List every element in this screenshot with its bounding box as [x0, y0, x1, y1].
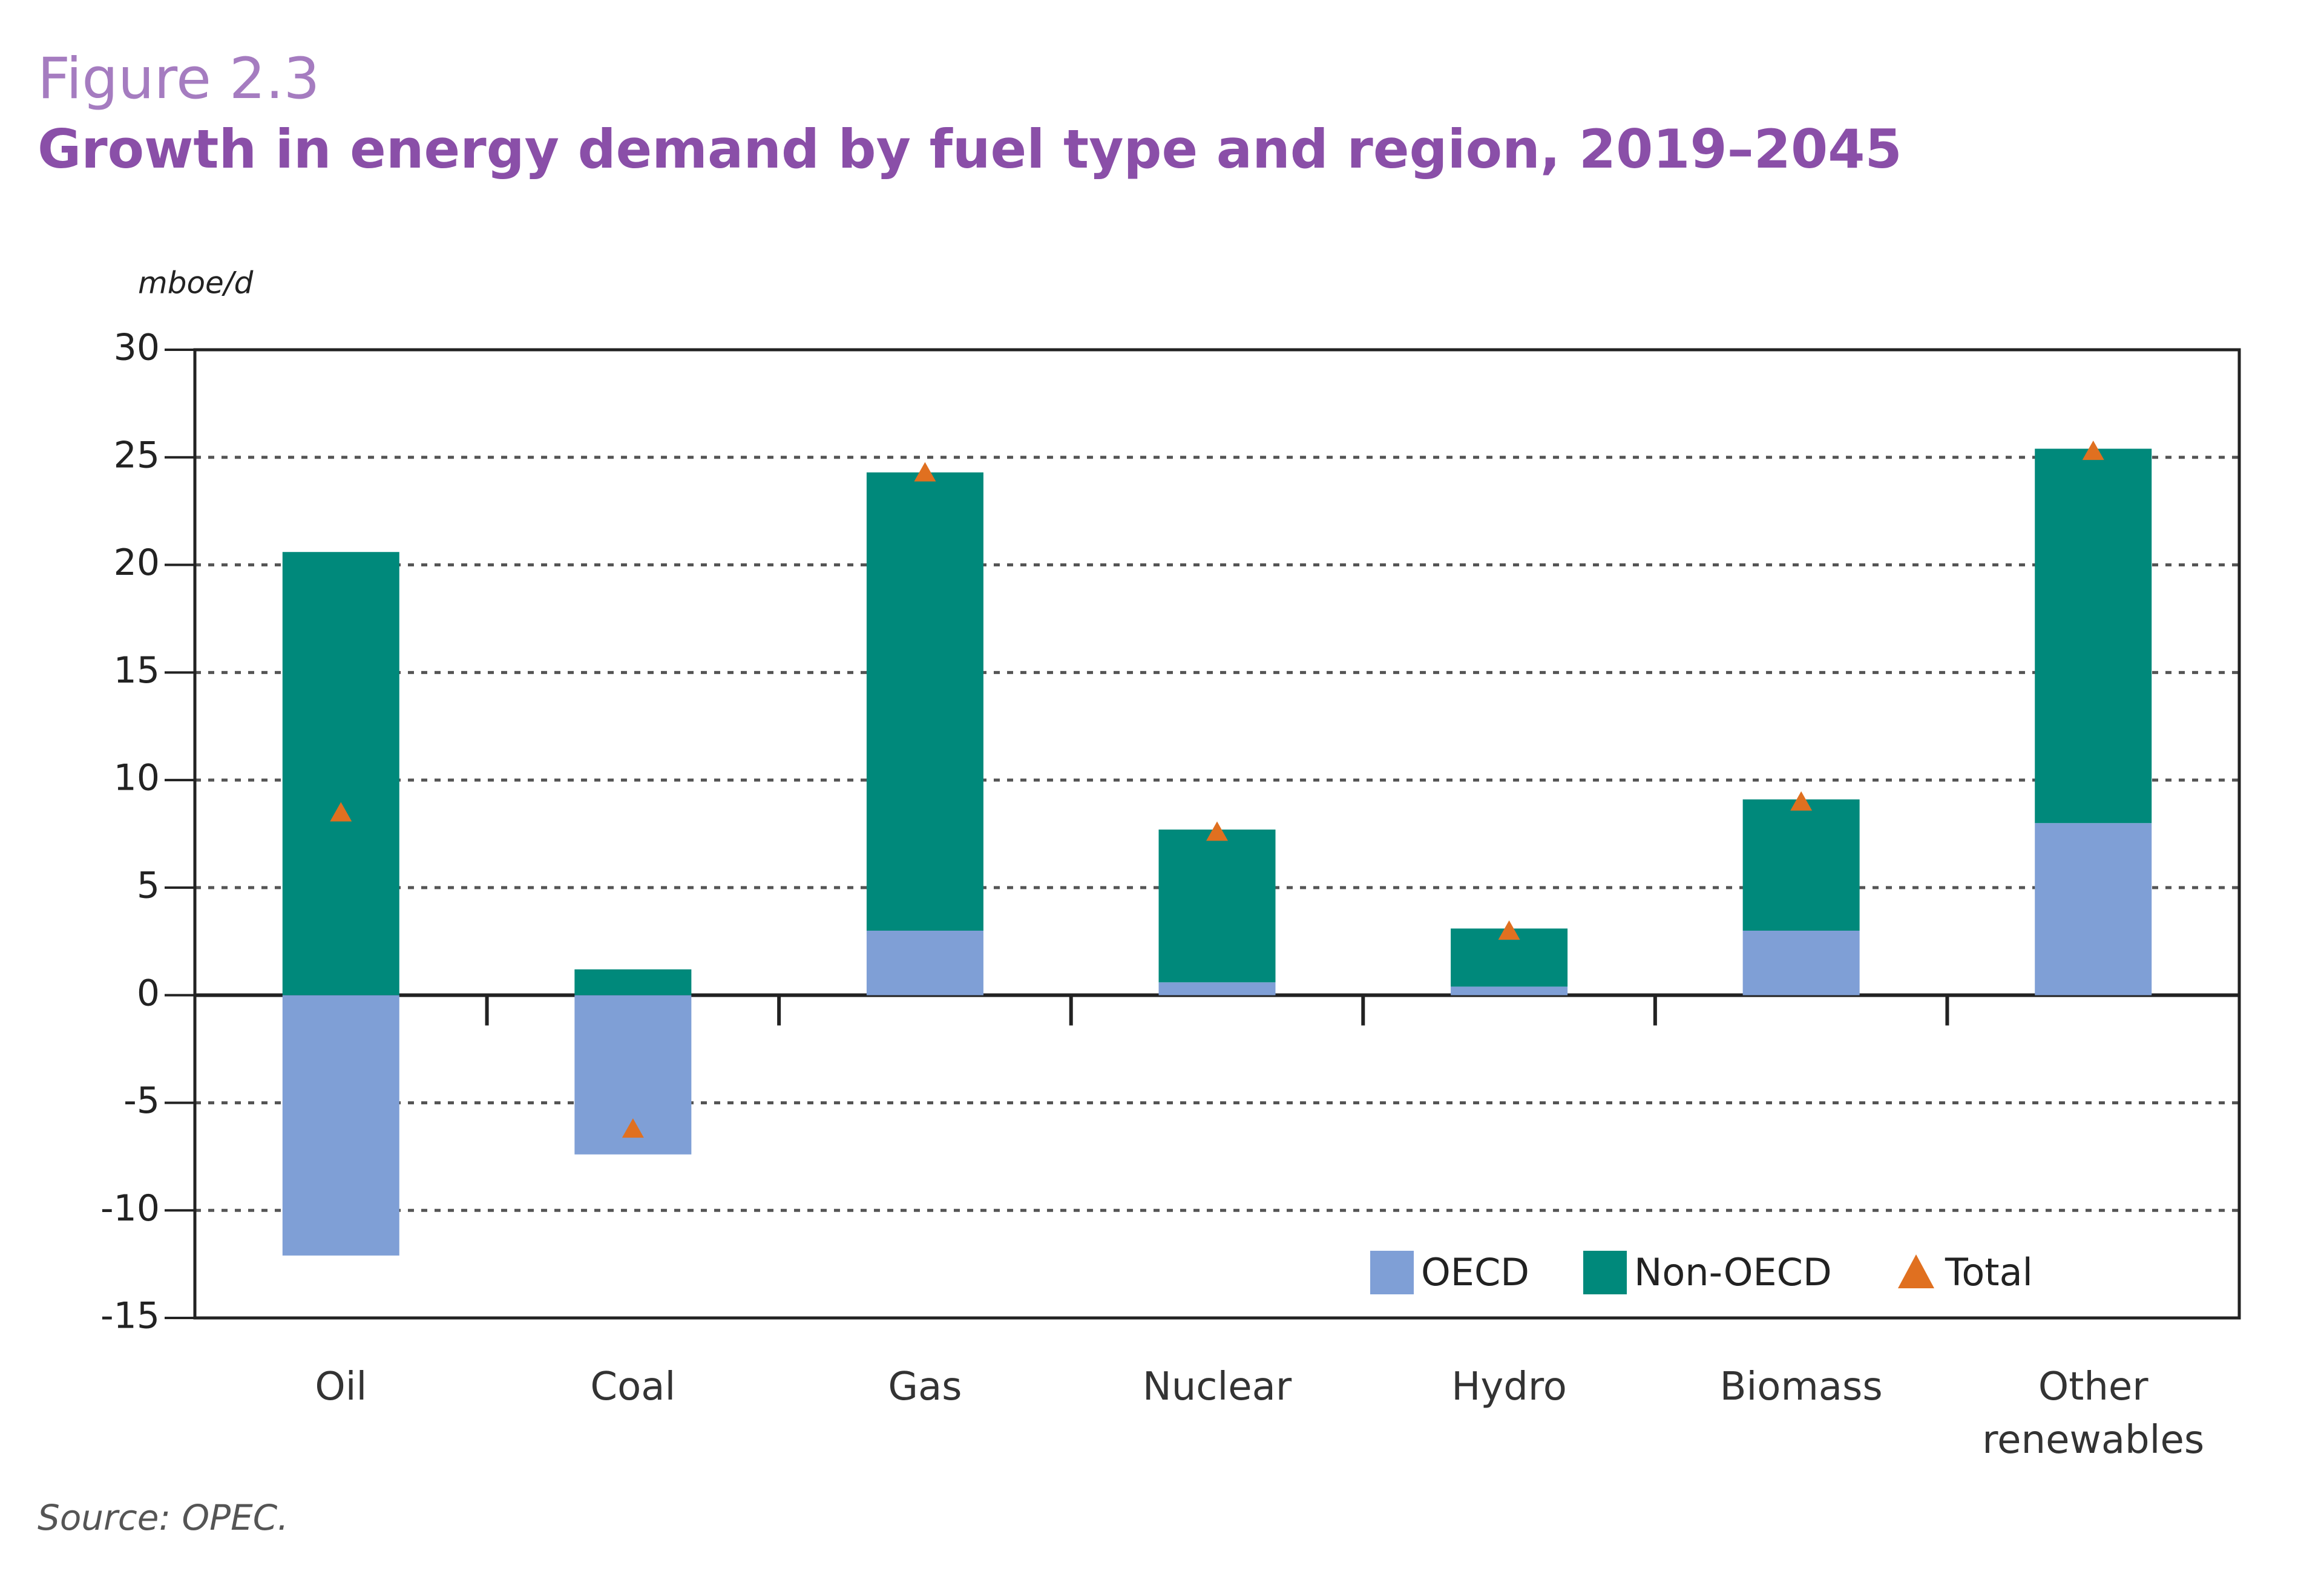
y-tick-label: -10 [100, 1187, 160, 1230]
y-tick-label: 0 [137, 972, 160, 1014]
y-tick-label: 10 [114, 757, 160, 799]
chart-title: Growth in energy demand by fuel type and… [38, 118, 1902, 180]
y-tick-label: 25 [114, 434, 160, 476]
bar [2035, 448, 2152, 824]
x-tick-label: Biomass [1719, 1365, 1883, 1409]
x-tick-label: Nuclear [1142, 1365, 1292, 1409]
y-tick-label: 5 [137, 864, 160, 906]
y-tick-label: 20 [114, 542, 160, 584]
total-marker [330, 802, 352, 822]
legend-swatch [1370, 1251, 1414, 1294]
plot-frame [193, 348, 2241, 1320]
bar [1451, 986, 1568, 995]
bar [1742, 799, 1860, 931]
x-tick-label: Oil [315, 1365, 367, 1409]
x-tick-label: Hydro [1451, 1365, 1567, 1409]
legend-label: Non-OECD [1634, 1250, 1832, 1294]
x-tick-label: Other renewables [1982, 1365, 2205, 1463]
x-tick-label: Gas [888, 1365, 962, 1409]
y-tick-label: -5 [123, 1080, 160, 1122]
total-marker [2082, 441, 2104, 460]
y-axis-label: mboe/d [138, 266, 254, 301]
total-marker [914, 462, 936, 482]
total-marker [622, 1118, 644, 1138]
legend-swatch [1583, 1251, 1627, 1294]
bar [866, 931, 983, 995]
y-tick-label: -15 [100, 1295, 160, 1337]
bar [1742, 931, 1860, 995]
legend-label: OECD [1421, 1250, 1529, 1294]
bar [2035, 823, 2152, 995]
source: Source: OPEC. [38, 1497, 289, 1538]
bar [282, 552, 399, 995]
bar [282, 995, 399, 1256]
total-marker [1206, 821, 1228, 841]
x-tick-label: Coal [590, 1365, 676, 1409]
total-marker [1790, 791, 1813, 811]
bar [1158, 982, 1276, 995]
legend-label: Total [1945, 1250, 2033, 1294]
total-marker [1498, 920, 1520, 940]
bar [574, 969, 692, 995]
bar [1158, 829, 1276, 983]
bar [866, 472, 983, 931]
figure-label: Figure 2.3 [38, 46, 320, 112]
y-tick-label: 15 [114, 649, 160, 692]
y-tick-label: 30 [114, 327, 160, 369]
legend-swatch [1898, 1254, 1934, 1288]
